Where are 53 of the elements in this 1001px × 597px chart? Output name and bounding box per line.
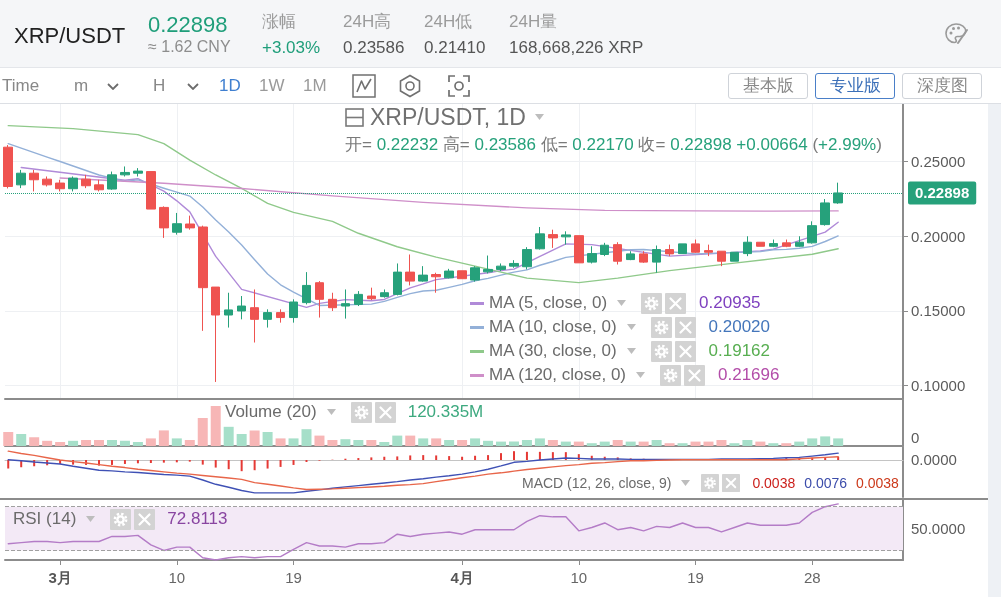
text: 24H高 bbox=[343, 12, 392, 32]
y-tick-label: 0.25000 bbox=[911, 153, 966, 171]
text: 1W bbox=[259, 76, 285, 96]
button: 深度图 bbox=[902, 73, 982, 99]
annotation: 0.0038 bbox=[752, 474, 796, 492]
annotation: 0.21696 bbox=[718, 365, 780, 385]
legend-label: MA (5, close, 0) bbox=[489, 293, 608, 313]
text: XRP/USDT bbox=[14, 23, 126, 49]
y-tick-label: 0.20000 bbox=[911, 227, 966, 245]
text: 0.0000 bbox=[911, 451, 957, 469]
y-tick-label: 0.15000 bbox=[911, 302, 966, 320]
chart-title: XRP/USDT, 1D bbox=[370, 103, 526, 131]
annotation: 0.19162 bbox=[708, 341, 771, 361]
ref-line-label: 0.22898 bbox=[915, 184, 970, 202]
annotation: 0.20020 bbox=[708, 317, 771, 337]
legend-label: MA (10, close, 0) bbox=[489, 317, 617, 337]
text: 1M bbox=[303, 76, 327, 96]
legend-label: MA (30, close, 0) bbox=[489, 341, 617, 361]
text: H bbox=[153, 76, 166, 96]
x-tick-label: 28 bbox=[803, 569, 821, 586]
text: Time bbox=[2, 76, 40, 96]
annotation: 72.8113 bbox=[167, 509, 228, 529]
button: 专业版 bbox=[815, 73, 895, 99]
text: 50.0000 bbox=[911, 519, 966, 537]
annotation: 0.0038 bbox=[856, 474, 899, 492]
annotation: 0.0076 bbox=[804, 474, 848, 492]
text: 0 bbox=[911, 429, 920, 447]
text: 24H低 bbox=[424, 12, 473, 32]
text: 0.22898 bbox=[148, 12, 228, 38]
x-tick-label: 4月 bbox=[450, 569, 474, 586]
text: 0.23586 bbox=[343, 38, 405, 58]
x-tick-label: 19 bbox=[687, 569, 704, 586]
button: 基本版 bbox=[728, 73, 808, 99]
text: 0.21410 bbox=[424, 38, 486, 58]
text: 涨幅 bbox=[262, 12, 296, 32]
x-tick-label: 10 bbox=[168, 569, 186, 586]
text: MACD (12, 26, close, 9) bbox=[522, 474, 672, 492]
text: 24H量 bbox=[509, 12, 558, 32]
annotation: 0.20935 bbox=[699, 293, 761, 313]
annotation: 120.335M bbox=[407, 402, 484, 422]
legend-label: MA (120, close, 0) bbox=[489, 365, 627, 385]
chart-title: Volume (20) bbox=[225, 402, 317, 422]
text: 开= 0.22232 高= 0.23586 低= 0.22170 收= 0.22898 +0.00664 (+2.99%) bbox=[345, 135, 882, 155]
text: m bbox=[74, 76, 89, 96]
text: 168,668,226 XRP bbox=[509, 38, 644, 58]
x-tick-label: 19 bbox=[285, 569, 302, 586]
x-tick-label: 10 bbox=[570, 569, 588, 586]
x-tick-label: 3月 bbox=[48, 569, 72, 586]
chart-title: RSI (14) bbox=[13, 509, 77, 529]
text: +3.03% bbox=[262, 38, 321, 58]
text: 1D bbox=[219, 76, 241, 96]
text: ≈ 1.62 CNY bbox=[148, 38, 231, 57]
y-tick-label: 0.10000 bbox=[911, 377, 966, 395]
